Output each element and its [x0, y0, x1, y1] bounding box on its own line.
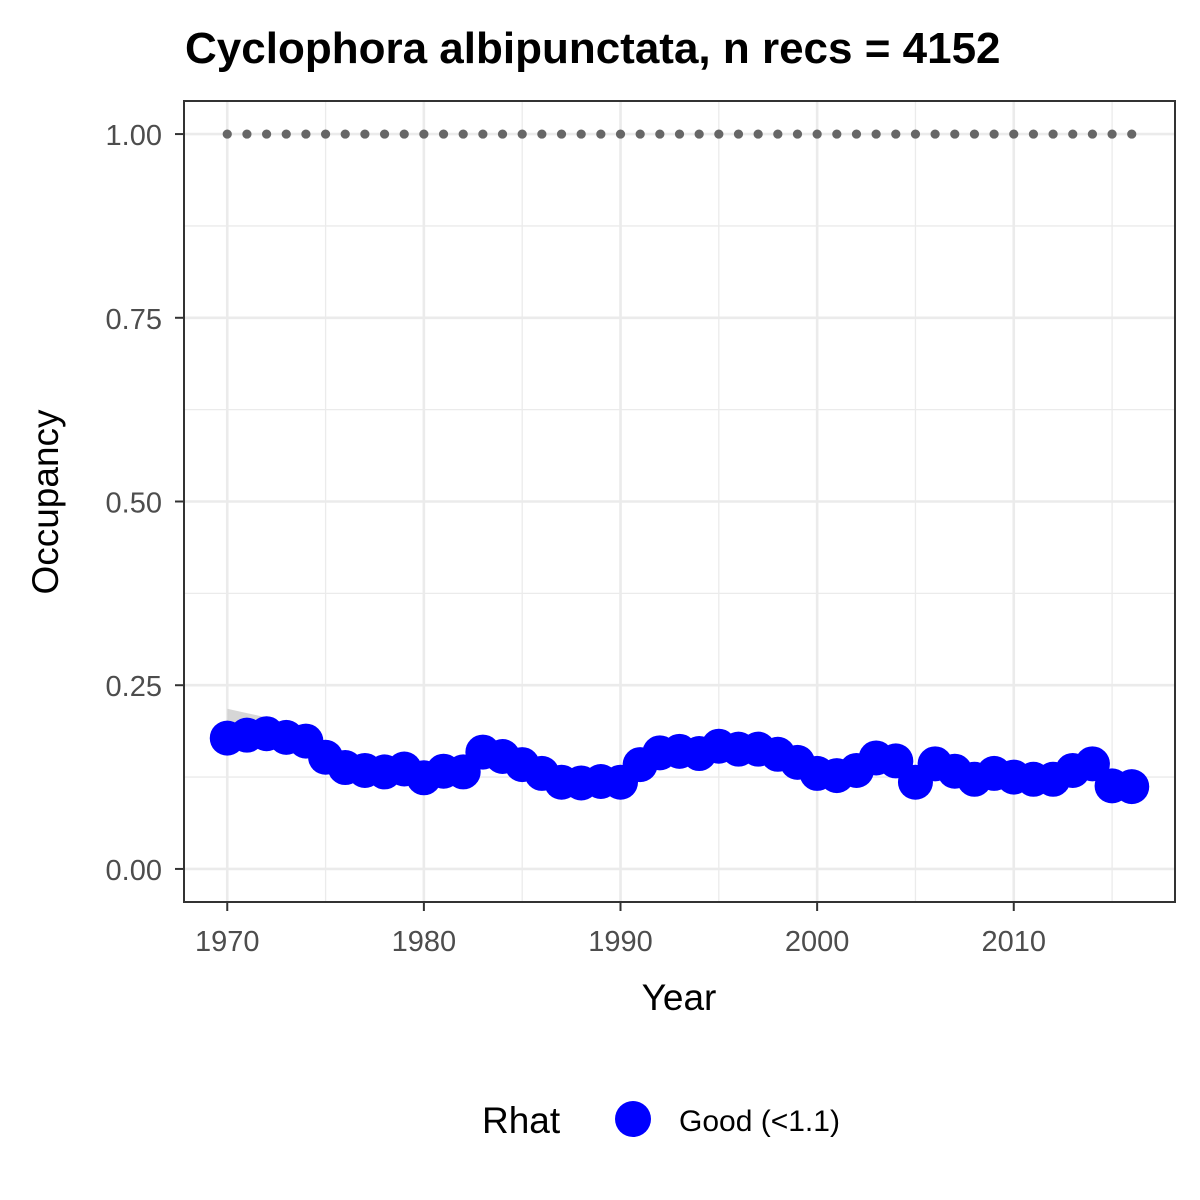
x-tick-label: 1970 — [195, 926, 260, 958]
reference-dot — [379, 129, 390, 139]
reference-dot — [438, 129, 449, 139]
reference-dot — [753, 129, 763, 139]
reference-dot — [261, 129, 272, 139]
x-tick-label: 1980 — [392, 926, 457, 958]
reference-dot — [891, 129, 901, 139]
reference-dot — [1087, 129, 1098, 139]
reference-dot — [733, 129, 744, 139]
reference-dot — [1127, 129, 1137, 139]
reference-dot — [340, 129, 350, 139]
reference-dot — [242, 129, 252, 139]
reference-dot — [497, 129, 508, 139]
reference-dots — [222, 129, 1137, 139]
y-axis-title: Occupancy — [25, 409, 66, 595]
y-tick-label: 1.00 — [106, 120, 162, 152]
reference-dot — [615, 129, 626, 139]
reference-dot — [281, 129, 291, 139]
reference-dot — [517, 129, 527, 139]
reference-dot — [360, 129, 370, 139]
x-tick-label: 2000 — [785, 926, 850, 958]
x-tick-label: 1990 — [588, 926, 653, 958]
reference-dot — [537, 129, 547, 139]
y-tick-label: 0.75 — [106, 304, 162, 336]
reference-dot — [635, 129, 645, 139]
reference-dot — [1068, 129, 1078, 139]
reference-dot — [399, 129, 409, 139]
reference-dot — [812, 129, 822, 139]
occupancy-points — [209, 716, 1150, 805]
reference-dot — [1107, 129, 1117, 139]
reference-dot — [773, 129, 783, 139]
legend-key-good — [615, 1101, 651, 1137]
reference-dot — [969, 129, 980, 139]
reference-dot — [930, 129, 940, 139]
reference-dot — [871, 129, 881, 139]
reference-dot — [1028, 129, 1039, 139]
reference-dot — [576, 129, 586, 139]
legend: Rhat Good (<1.1) — [482, 1100, 840, 1141]
reference-dot — [458, 129, 468, 139]
y-axis: 0.00 0.25 0.50 0.75 1.00 — [106, 120, 184, 887]
data-point — [1114, 769, 1150, 805]
reference-dot — [910, 129, 921, 139]
y-tick-label: 0.00 — [106, 855, 162, 887]
reference-dot — [556, 129, 567, 139]
reference-dot — [655, 129, 665, 139]
legend-title: Rhat — [482, 1100, 561, 1141]
reference-dot — [1048, 129, 1058, 139]
reference-dot — [596, 129, 606, 139]
reference-dot — [714, 129, 724, 139]
reference-dot — [419, 129, 429, 139]
x-tick-label: 2010 — [982, 926, 1047, 958]
reference-dot — [674, 129, 685, 139]
reference-dot — [832, 129, 842, 139]
reference-dot — [694, 129, 704, 139]
chart-title: Cyclophora albipunctata, n recs = 4152 — [185, 24, 1001, 73]
x-axis: 1970 1980 1990 2000 2010 — [195, 902, 1046, 958]
legend-label-good: Good (<1.1) — [679, 1105, 840, 1138]
reference-dot — [989, 129, 999, 139]
y-tick-label: 0.25 — [106, 671, 162, 703]
reference-dot — [851, 129, 862, 139]
y-tick-label: 0.50 — [106, 488, 162, 520]
reference-dot — [222, 129, 232, 139]
reference-dot — [1009, 129, 1019, 139]
reference-dot — [478, 129, 488, 139]
reference-dot — [320, 129, 331, 139]
reference-dot — [950, 129, 960, 139]
x-axis-title: Year — [642, 977, 717, 1018]
reference-dot — [301, 129, 311, 139]
reference-dot — [792, 129, 803, 139]
